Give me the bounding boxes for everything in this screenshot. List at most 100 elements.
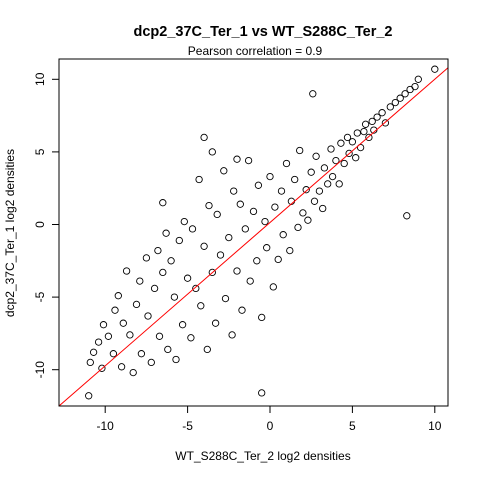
- axes: -10 -5 0 5 10 -10 -5 0 5 10: [33, 72, 442, 433]
- reference-line: [58, 67, 449, 407]
- data-point: [192, 284, 200, 293]
- reference-line-group: [58, 67, 449, 407]
- x-tick-label: -5: [182, 419, 193, 433]
- data-point: [345, 149, 353, 158]
- x-tick-label: -10: [97, 419, 115, 433]
- data-point: [86, 358, 94, 367]
- data-point: [85, 392, 93, 400]
- data-point: [340, 159, 348, 168]
- y-tick-label: -10: [33, 361, 47, 379]
- data-point: [279, 231, 287, 239]
- x-tick-label: 0: [267, 419, 274, 433]
- data-point: [368, 117, 376, 126]
- data-point: [187, 334, 195, 342]
- data-point: [319, 204, 327, 213]
- data-point: [183, 274, 192, 282]
- data-point: [269, 283, 277, 291]
- data-point: [312, 152, 320, 160]
- data-point: [94, 338, 103, 346]
- data-point: [132, 300, 141, 309]
- data-point: [263, 244, 271, 252]
- data-point: [378, 109, 386, 117]
- data-point: [291, 175, 299, 184]
- data-point: [208, 268, 216, 277]
- data-point: [197, 302, 205, 310]
- y-tick-label: -5: [33, 291, 47, 302]
- data-point: [233, 155, 241, 163]
- data-point: [337, 139, 345, 147]
- data-point: [327, 145, 335, 153]
- data-point: [111, 306, 119, 314]
- data-point: [299, 209, 307, 217]
- data-point: [159, 199, 167, 207]
- data-point: [343, 133, 352, 142]
- data-point: [221, 294, 230, 303]
- data-point: [266, 172, 274, 181]
- x-axis-label: WT_S288C_Ter_2 log2 densities: [175, 449, 350, 463]
- data-point: [309, 90, 317, 98]
- data-point: [386, 103, 394, 111]
- data-point: [117, 363, 126, 371]
- data-point: [328, 172, 337, 181]
- data-point: [114, 292, 122, 300]
- data-point: [320, 164, 329, 172]
- data-point: [391, 98, 399, 107]
- data-point: [271, 203, 279, 211]
- x-tick-label: 5: [349, 419, 356, 433]
- data-point: [294, 223, 302, 232]
- data-point: [109, 350, 118, 358]
- data-point: [352, 154, 360, 162]
- data-point: [261, 217, 269, 226]
- data-point: [302, 186, 310, 194]
- data-point: [104, 332, 113, 340]
- y-tick-label: 5: [33, 148, 47, 155]
- data-point: [258, 389, 266, 397]
- data-point: [277, 187, 286, 195]
- data-point: [335, 180, 343, 188]
- data-point: [150, 284, 159, 293]
- data-point: [147, 358, 155, 367]
- data-point: [175, 236, 183, 245]
- data-point: [126, 331, 134, 339]
- y-axis-label: dcp2_37C_Ter_1 log2 densities: [3, 149, 17, 317]
- data-point: [254, 181, 263, 189]
- data-point: [401, 90, 409, 98]
- data-point: [200, 133, 208, 142]
- data-point: [178, 321, 187, 329]
- data-point: [236, 200, 244, 208]
- data-point: [238, 306, 246, 314]
- data-point: [142, 254, 151, 262]
- data-point: [253, 257, 261, 265]
- data-point: [154, 246, 162, 255]
- data-point: [211, 319, 220, 327]
- data-point: [360, 127, 368, 136]
- data-point: [244, 156, 253, 165]
- data-point: [332, 156, 340, 165]
- data-point: [99, 321, 108, 329]
- data-point: [353, 129, 361, 137]
- data-point: [365, 133, 373, 142]
- data-point: [216, 251, 225, 259]
- x-tick-label: 10: [428, 419, 442, 433]
- data-point: [258, 313, 266, 322]
- data-point: [213, 210, 221, 219]
- data-point: [136, 277, 144, 285]
- data-point: [167, 257, 175, 265]
- data-point: [356, 143, 365, 152]
- data-point: [164, 345, 172, 354]
- data-point: [361, 120, 370, 128]
- data-point: [282, 159, 291, 168]
- data-point: [230, 187, 238, 195]
- data-point: [225, 233, 233, 242]
- data-point: [203, 345, 211, 354]
- data-point: [431, 65, 439, 73]
- data-point: [195, 175, 203, 184]
- data-point: [403, 212, 411, 220]
- data-point: [98, 364, 106, 372]
- data-point: [315, 187, 324, 195]
- data-point: [249, 207, 258, 216]
- data-point: [144, 312, 152, 320]
- data-point: [304, 216, 312, 224]
- data-point: [310, 197, 319, 205]
